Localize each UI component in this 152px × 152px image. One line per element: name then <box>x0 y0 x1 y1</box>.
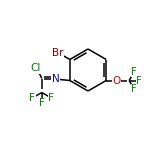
Text: Cl: Cl <box>31 63 41 73</box>
Text: F: F <box>136 76 142 86</box>
Text: F: F <box>131 67 137 77</box>
Text: Br: Br <box>52 48 63 58</box>
Text: F: F <box>48 93 54 103</box>
Text: F: F <box>29 93 35 103</box>
Text: N: N <box>52 74 60 83</box>
Text: F: F <box>131 84 137 94</box>
Text: O: O <box>112 76 120 86</box>
Text: F: F <box>39 98 45 109</box>
